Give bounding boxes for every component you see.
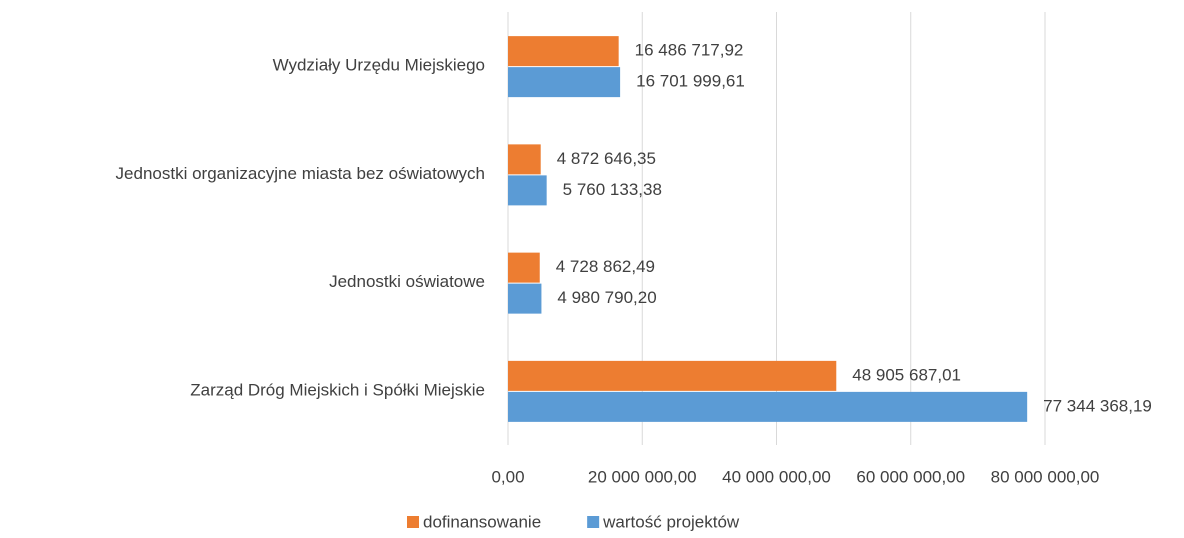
value-label: 4 728 862,49	[556, 257, 655, 276]
legend-label: dofinansowanie	[423, 512, 541, 531]
bar	[508, 391, 1028, 422]
bar	[508, 144, 541, 175]
bar	[508, 360, 837, 391]
x-tick-label: 80 000 000,00	[991, 467, 1100, 486]
bar	[508, 36, 619, 67]
value-label: 77 344 368,19	[1043, 396, 1152, 415]
bar	[508, 67, 621, 98]
y-tick-label: Jednostki organizacyjne miasta bez oświa…	[116, 164, 485, 183]
bar	[508, 283, 542, 314]
x-tick-label: 60 000 000,00	[856, 467, 965, 486]
legend-swatch	[407, 516, 419, 528]
value-label: 5 760 133,38	[563, 180, 662, 199]
x-tick-label: 40 000 000,00	[722, 467, 831, 486]
x-tick-label: 0,00	[491, 467, 524, 486]
value-label: 4 872 646,35	[557, 149, 656, 168]
value-label: 16 701 999,61	[636, 72, 745, 91]
value-label: 16 486 717,92	[635, 41, 744, 60]
bar	[508, 175, 547, 206]
value-label: 4 980 790,20	[557, 288, 656, 307]
legend-swatch	[587, 516, 600, 528]
y-tick-label: Jednostki oświatowe	[329, 272, 485, 291]
y-tick-label: Zarząd Dróg Miejskich i Spółki Miejskie	[190, 380, 485, 399]
legend-label: wartość projektów	[602, 512, 740, 531]
x-tick-label: 20 000 000,00	[588, 467, 697, 486]
y-tick-label: Wydziały Urzędu Miejskiego	[273, 56, 485, 75]
value-label: 48 905 687,01	[852, 365, 961, 384]
bar	[508, 252, 540, 283]
